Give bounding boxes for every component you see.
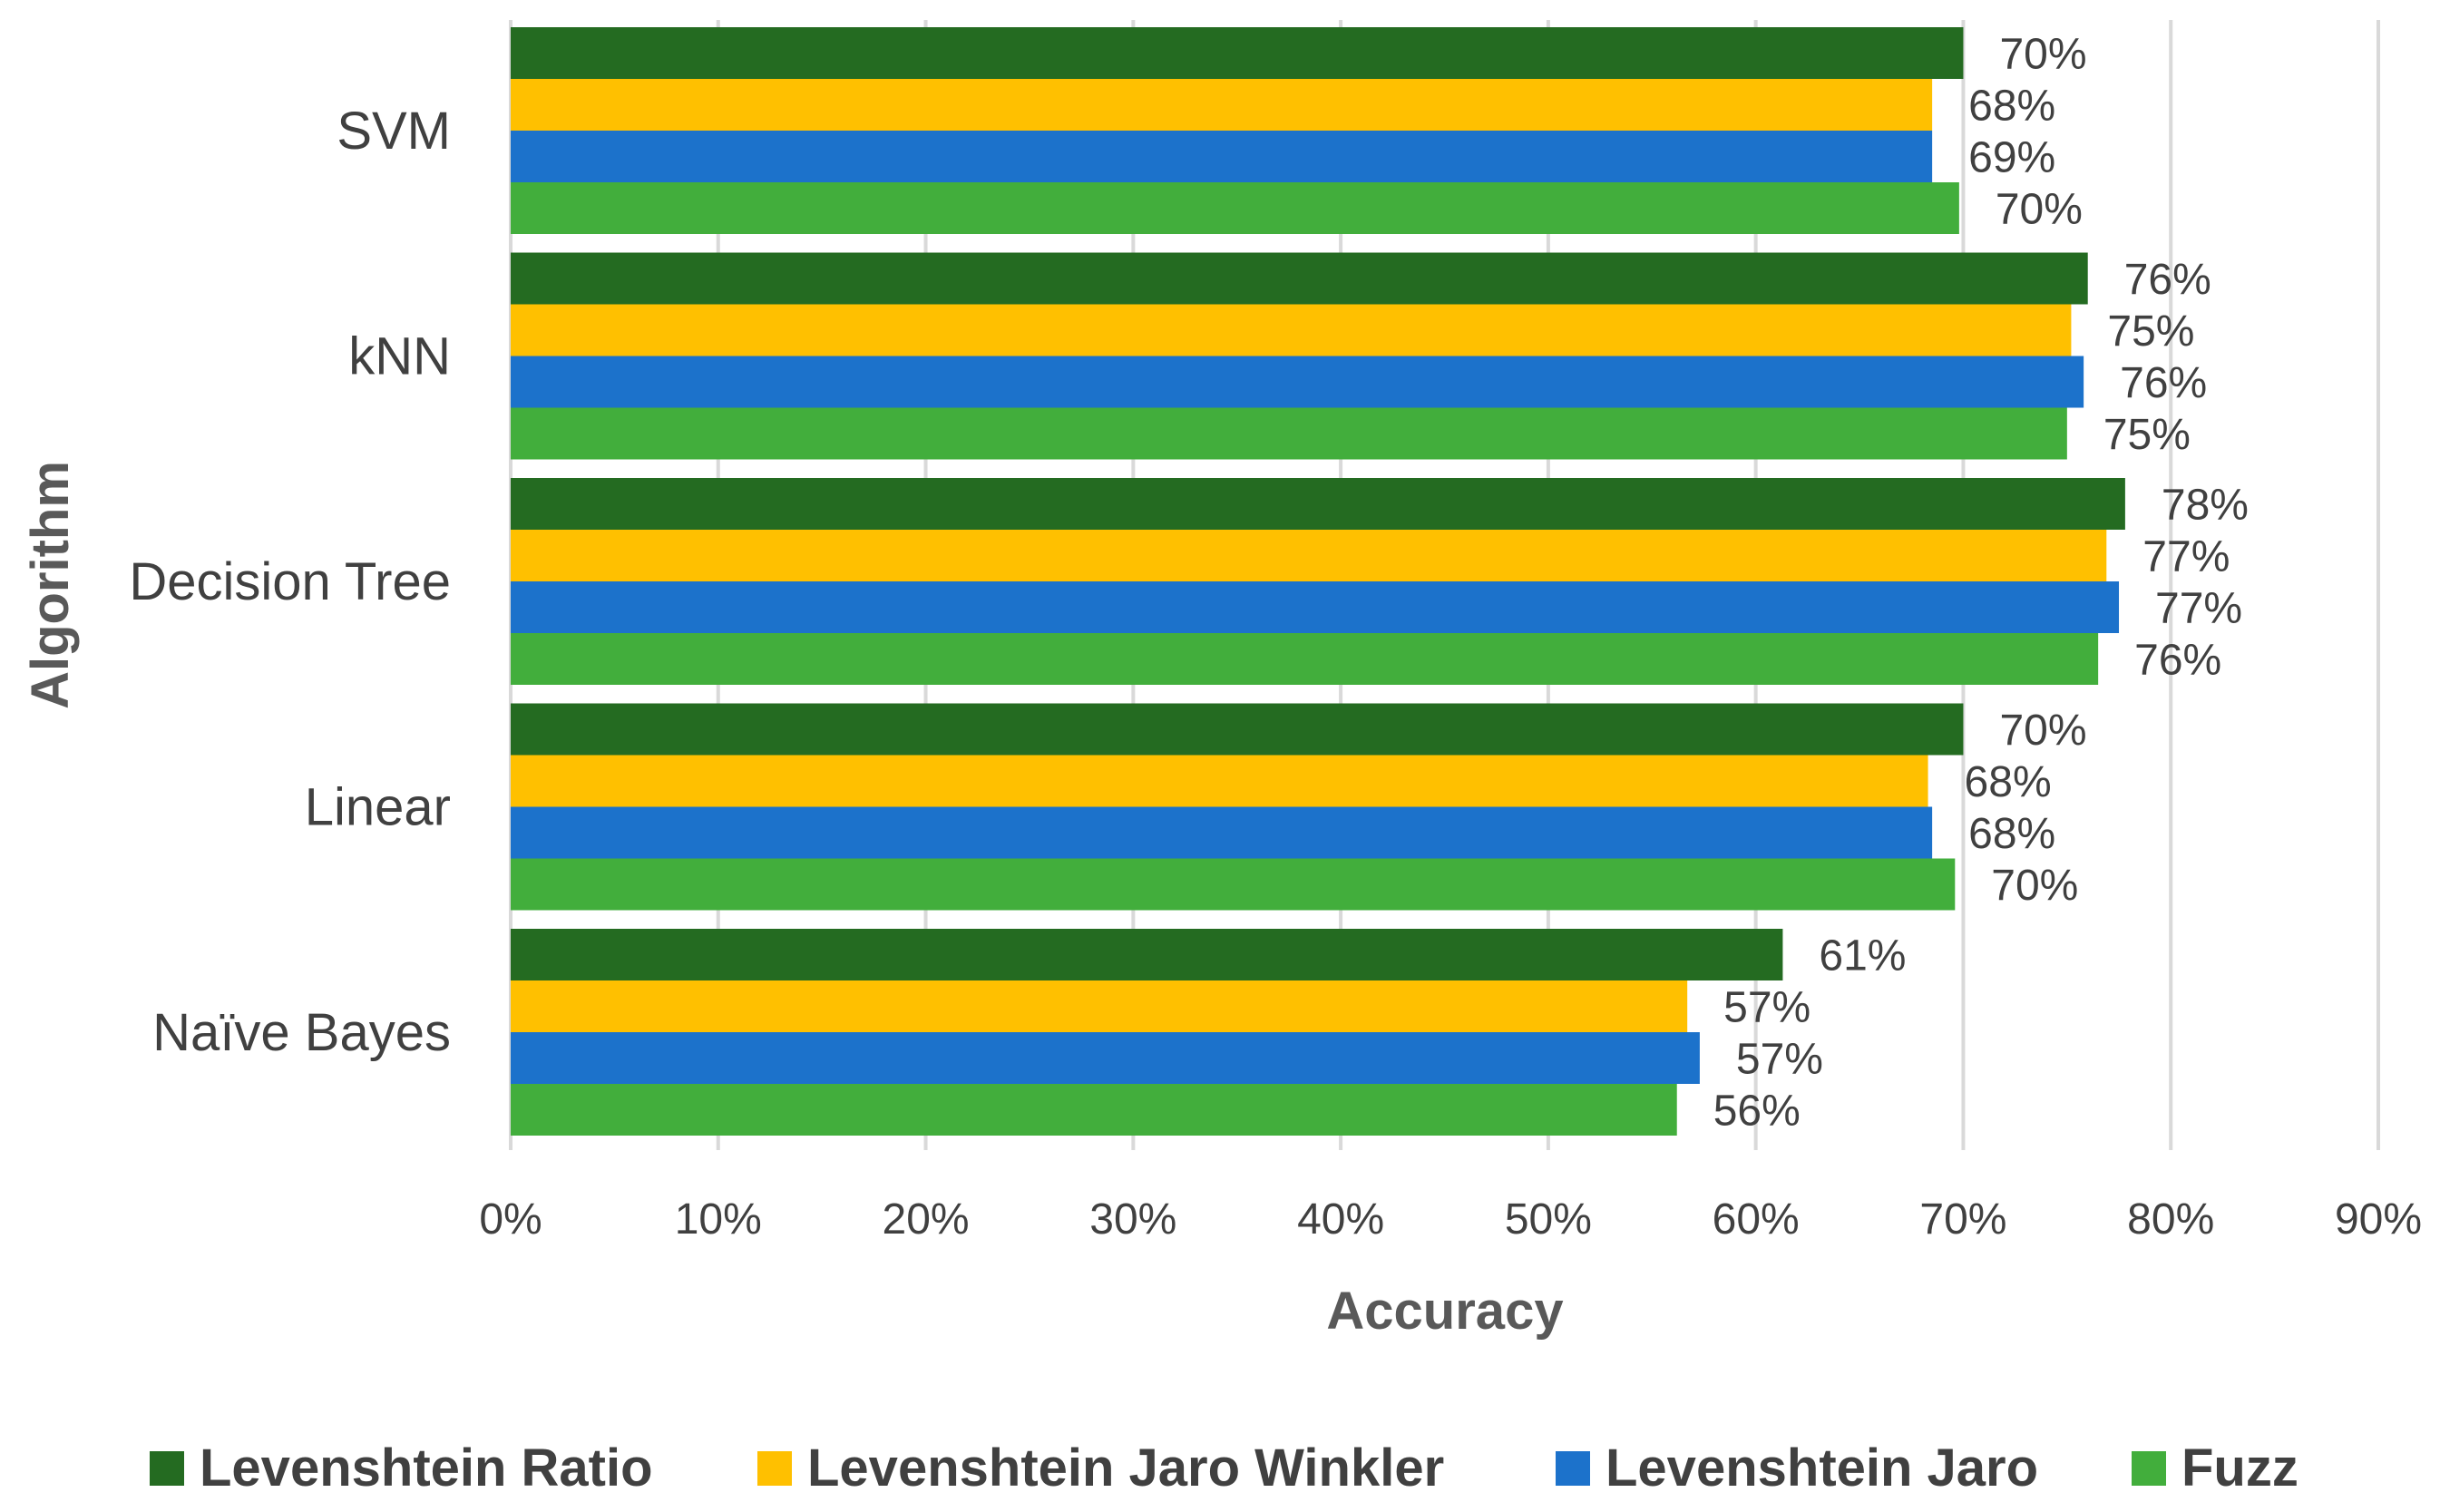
bar-na-ve-bayes-series-2 — [511, 1032, 1700, 1084]
data-label: 70% — [1991, 862, 2078, 910]
x-tick-label: 60% — [1713, 1195, 1800, 1244]
category-label: SVM — [337, 102, 451, 161]
x-axis-ticks: 0% 10% 20% 30% 40% 50% 60% 70% 80% 90% — [479, 1195, 2422, 1244]
legend-swatch — [150, 1451, 184, 1486]
bar-knn-series-0 — [511, 252, 2088, 305]
x-tick-label: 70% — [1919, 1195, 2006, 1244]
data-label: 57% — [1723, 984, 1810, 1032]
legend-swatch — [1556, 1451, 1590, 1486]
bar-decision-tree-series-1 — [511, 530, 2107, 581]
data-label: 76% — [2124, 256, 2211, 304]
data-label: 77% — [2155, 585, 2242, 633]
bar-decision-tree-series-2 — [511, 581, 2120, 633]
category-label: Linear — [305, 778, 451, 837]
x-tick-label: 40% — [1297, 1195, 1384, 1244]
x-tick-label: 80% — [2127, 1195, 2214, 1244]
data-label: 77% — [2142, 533, 2230, 581]
category-label: Decision Tree — [129, 552, 451, 611]
x-tick-label: 10% — [675, 1195, 762, 1244]
data-label: 78% — [2162, 482, 2249, 530]
x-tick-label: 90% — [2335, 1195, 2422, 1244]
x-tick-label: 30% — [1089, 1195, 1176, 1244]
data-label: 75% — [2107, 307, 2194, 356]
legend-label: Levenshtein Jaro Winkler — [807, 1439, 1444, 1497]
data-label: 70% — [1999, 707, 2086, 755]
category-label: Naïve Bayes — [152, 1003, 451, 1062]
bar-knn-series-1 — [511, 304, 2072, 356]
data-labels: 70%68%69%70%76%75%76%75%78%77%77%76%70%6… — [1713, 31, 2249, 1136]
data-label: 56% — [1713, 1088, 1801, 1136]
x-tick-label: 50% — [1505, 1195, 1592, 1244]
data-label: 76% — [2120, 359, 2207, 407]
data-label: 57% — [1736, 1036, 1823, 1084]
bar-na-ve-bayes-series-3 — [511, 1084, 1677, 1136]
legend-swatch — [757, 1451, 792, 1486]
bar-svm-series-3 — [511, 182, 1959, 234]
bars — [511, 27, 2125, 1136]
bar-na-ve-bayes-series-1 — [511, 980, 1688, 1032]
data-label: 70% — [1996, 186, 2083, 234]
y-axis-title: Algorithm — [21, 461, 80, 709]
legend-label: Levenshtein Ratio — [200, 1439, 653, 1497]
bar-svm-series-1 — [511, 79, 1933, 131]
bar-svm-series-2 — [511, 131, 1933, 182]
data-label: 76% — [2134, 637, 2221, 685]
legend-swatch — [2132, 1451, 2166, 1486]
bar-svm-series-0 — [511, 27, 1964, 79]
legend-label: Fuzz — [2181, 1439, 2298, 1497]
bar-decision-tree-series-0 — [511, 478, 2125, 530]
x-axis-title: Accuracy — [1326, 1282, 1563, 1341]
x-tick-label: 0% — [479, 1195, 542, 1244]
data-label: 75% — [2103, 411, 2191, 459]
x-tick-label: 20% — [883, 1195, 970, 1244]
bar-linear-series-3 — [511, 858, 1956, 911]
data-label: 61% — [1819, 932, 1906, 980]
bar-decision-tree-series-3 — [511, 633, 2099, 685]
legend: Levenshtein Ratio Levenshtein Jaro Winkle… — [150, 1439, 2298, 1497]
data-label: 68% — [1968, 83, 2055, 131]
data-label: 70% — [1999, 31, 2086, 79]
bar-knn-series-3 — [511, 407, 2067, 460]
data-label: 69% — [1968, 134, 2055, 182]
bar-linear-series-1 — [511, 755, 1928, 807]
bar-na-ve-bayes-series-0 — [511, 929, 1783, 980]
data-label: 68% — [1968, 810, 2055, 858]
bar-linear-series-2 — [511, 806, 1933, 859]
data-label: 68% — [1965, 758, 2052, 806]
category-labels: SVM kNN Decision Tree Linear Naïve Bayes — [129, 102, 451, 1062]
legend-label: Levenshtein Jaro — [1606, 1439, 2038, 1497]
category-label: kNN — [348, 327, 451, 386]
bar-linear-series-0 — [511, 703, 1964, 756]
bar-knn-series-2 — [511, 356, 2084, 408]
